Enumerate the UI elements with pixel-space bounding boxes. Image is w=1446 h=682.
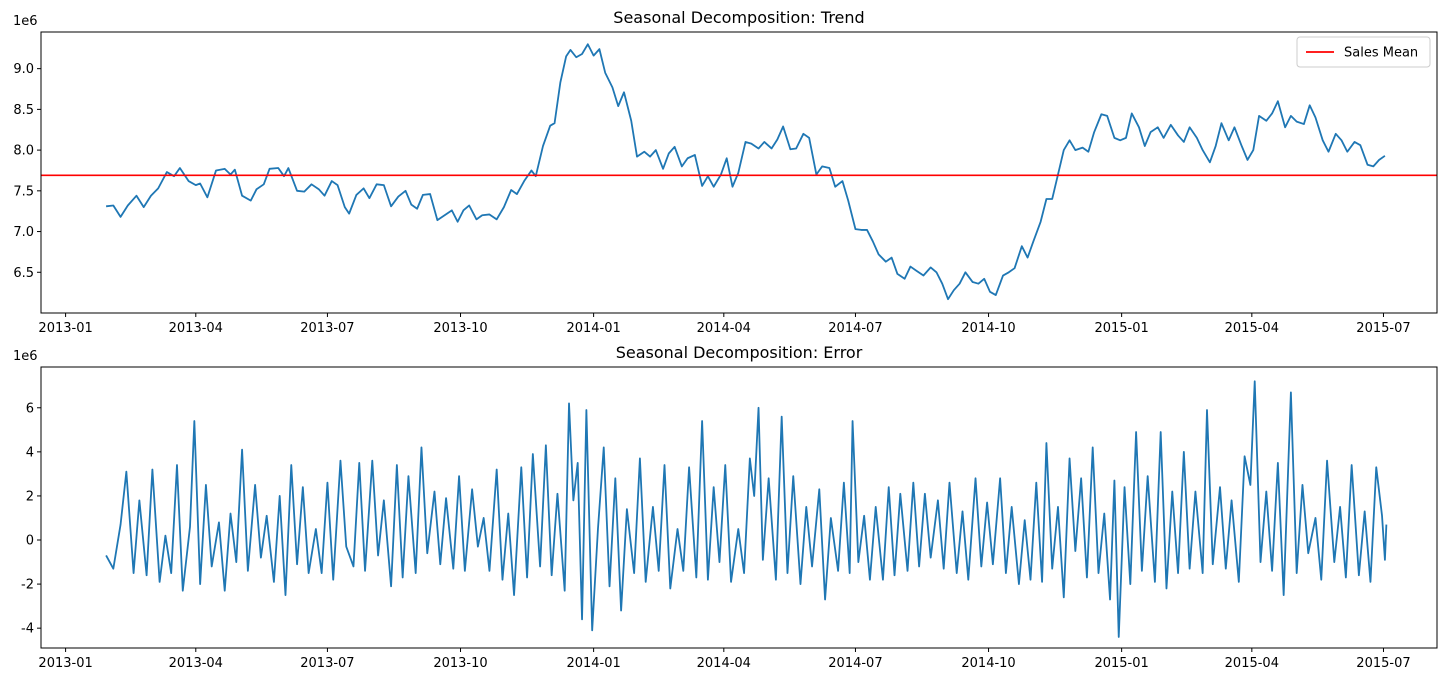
trend-x-tick-label: 2013-07 bbox=[300, 321, 354, 336]
error-series-line bbox=[105, 380, 1388, 638]
trend-x-tick-label: 2014-01 bbox=[566, 321, 620, 336]
trend-axes-frame bbox=[40, 31, 1438, 314]
trend-y-tick-label: 7.5 bbox=[13, 184, 34, 199]
legend-entry-label: Sales Mean bbox=[1344, 46, 1418, 61]
error-y-tick-label: 6 bbox=[26, 401, 34, 416]
legend-box bbox=[1296, 36, 1431, 68]
trend-x-tick-label: 2014-07 bbox=[828, 321, 882, 336]
trend-x-tick-label: 2015-01 bbox=[1094, 321, 1148, 336]
trend-y-tick-label: 8.0 bbox=[13, 144, 34, 159]
error-x-tick-label: 2013-10 bbox=[433, 656, 487, 671]
trend-y-tick-label: 7.0 bbox=[13, 225, 34, 240]
error-y-tick-label: 4 bbox=[26, 445, 34, 460]
trend-y-tick-label: 9.0 bbox=[13, 62, 34, 77]
error-x-tick-label: 2013-01 bbox=[38, 656, 92, 671]
trend-y-tick-label: 6.5 bbox=[13, 266, 34, 281]
legend: Sales Mean bbox=[1296, 36, 1431, 68]
error-y-tick-label: 2 bbox=[26, 489, 34, 504]
trend-chart-title: Seasonal Decomposition: Trend bbox=[613, 8, 864, 27]
trend-y-tick-label: 8.5 bbox=[13, 103, 34, 118]
trend-y-offset-label: 1e6 bbox=[13, 14, 38, 29]
error-x-tick-label: 2013-04 bbox=[169, 656, 223, 671]
error-y-tick-label: -4 bbox=[21, 622, 34, 637]
error-y-tick-label: -2 bbox=[21, 578, 34, 593]
error-x-tick-label: 2013-07 bbox=[300, 656, 354, 671]
error-x-tick-label: 2014-04 bbox=[697, 656, 751, 671]
error-panel: Seasonal Decomposition: Error 1e6 2013-01 2… bbox=[13, 343, 1438, 671]
error-x-tick-label: 2014-10 bbox=[961, 656, 1015, 671]
error-x-tick-label: 2014-07 bbox=[828, 656, 882, 671]
error-x-tick-label: 2015-07 bbox=[1356, 656, 1410, 671]
error-chart-title: Seasonal Decomposition: Error bbox=[616, 343, 863, 362]
error-x-tick-label: 2014-01 bbox=[566, 656, 620, 671]
trend-x-tick-label: 2013-01 bbox=[38, 321, 92, 336]
error-y-tick-label: 0 bbox=[26, 534, 34, 549]
trend-panel: Seasonal Decomposition: Trend 1e6 2013-01 2… bbox=[13, 8, 1438, 336]
trend-x-tick-label: 2013-04 bbox=[169, 321, 223, 336]
trend-x-tick-label: 2015-07 bbox=[1356, 321, 1410, 336]
error-y-offset-label: 1e6 bbox=[13, 349, 38, 364]
trend-x-tick-label: 2015-04 bbox=[1225, 321, 1279, 336]
error-x-tick-label: 2015-01 bbox=[1094, 656, 1148, 671]
trend-x-tick-label: 2014-04 bbox=[697, 321, 751, 336]
trend-x-tick-label: 2014-10 bbox=[961, 321, 1015, 336]
error-x-tick-label: 2015-04 bbox=[1225, 656, 1279, 671]
trend-series-line bbox=[105, 43, 1386, 301]
trend-x-tick-label: 2013-10 bbox=[433, 321, 487, 336]
error-axes-frame bbox=[40, 366, 1438, 649]
